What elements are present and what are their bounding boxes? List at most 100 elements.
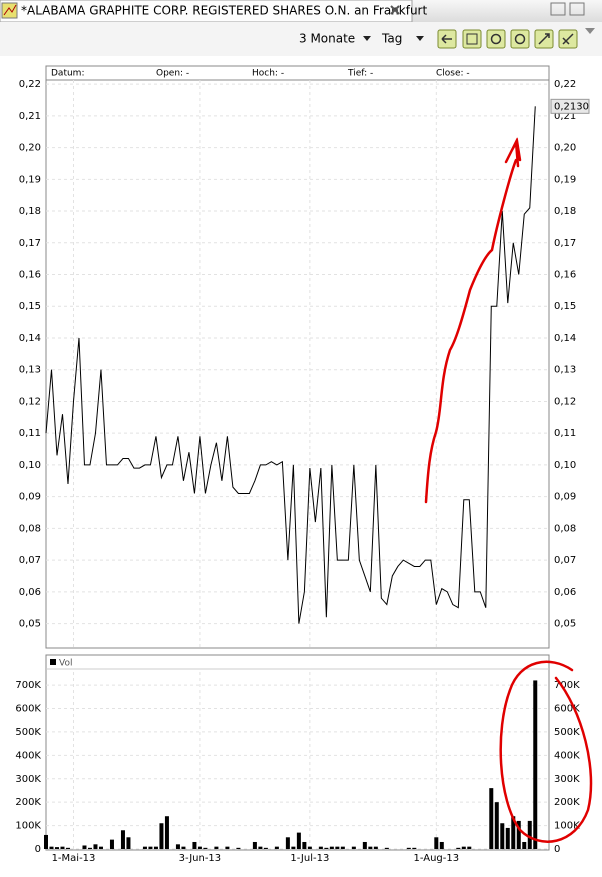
y-tick-label: 0,06 <box>19 587 41 598</box>
price-panel <box>45 65 550 649</box>
info-label: Datum: <box>51 69 84 79</box>
icon <box>514 33 526 45</box>
annotation-arrow <box>424 158 518 504</box>
y-tick-label-right: 0,20 <box>554 143 576 154</box>
icon <box>538 33 550 45</box>
y-tick-label-right: 200K <box>554 797 580 808</box>
plots: 0,05 0,05 0,06 0,06 0,07 0,07 0,08 0,08 0,09 0,09… <box>15 69 590 864</box>
y-tick-label: 0,13 <box>19 365 41 376</box>
x-tick-label: 1-Aug-13 <box>413 853 459 864</box>
reload-button[interactable] <box>510 29 530 49</box>
icon <box>466 33 478 45</box>
volume-bar <box>60 846 65 849</box>
tab-icon-glyph <box>3 4 17 16</box>
volume-bar <box>362 841 367 849</box>
info-label: Open: - <box>156 69 189 79</box>
volume-bar <box>285 837 290 849</box>
dropdown-arrow[interactable] <box>363 36 371 41</box>
volume-bar <box>340 846 345 849</box>
volume-bar <box>351 846 356 849</box>
y-tick-label: 0,08 <box>19 523 41 534</box>
close-tab[interactable] <box>390 5 400 15</box>
volume-bar <box>456 847 461 849</box>
y-tick-label-right: 0 <box>554 844 560 855</box>
icon <box>441 34 452 44</box>
y-tick-label-right: 300K <box>554 774 580 785</box>
volume-bar <box>263 847 268 849</box>
y-tick-label-right: 0,07 <box>554 555 576 566</box>
y-tick-label: 0,16 <box>19 270 41 281</box>
dropdown-arrow[interactable] <box>416 36 424 41</box>
volume-bar <box>527 820 532 849</box>
interval-select[interactable]: Tag <box>381 32 402 46</box>
volume-bar <box>197 846 202 849</box>
last-price-label: 0,2130 <box>554 101 589 112</box>
annotation-arrowhead <box>504 137 522 168</box>
volume-bar <box>296 832 301 849</box>
legend-swatch <box>50 659 56 665</box>
y-tick-label-right: 100K <box>554 821 580 832</box>
volume-bar <box>522 841 527 849</box>
volume-bar <box>153 846 158 849</box>
volume-bar <box>236 847 241 849</box>
volume-bar <box>324 847 329 849</box>
volume-bar <box>192 841 197 849</box>
minimize[interactable] <box>550 2 566 16</box>
y-tick-label: 0,07 <box>19 555 41 566</box>
volume-bar <box>65 847 70 849</box>
volume-bar <box>214 846 219 849</box>
x-tick-label: 1-Mai-13 <box>52 853 96 864</box>
volume-bar <box>335 846 340 849</box>
volume-bar <box>368 846 373 849</box>
volume-bar <box>82 845 87 849</box>
volume-bar <box>434 837 439 849</box>
volume-bar <box>159 823 164 849</box>
view-menu[interactable] <box>585 28 595 34</box>
save-button[interactable] <box>462 29 482 49</box>
y-tick-label-right: 0,15 <box>554 301 576 312</box>
volume-bar <box>533 680 538 849</box>
volume-bar <box>54 847 59 849</box>
volume-bar <box>516 820 521 849</box>
volume-bar <box>329 846 334 849</box>
volume-bar <box>384 847 389 849</box>
volume-bar <box>109 839 114 849</box>
volume-bar <box>225 846 230 849</box>
y-tick-label: 100K <box>15 821 41 832</box>
volume-bar <box>302 841 307 849</box>
y-tick-label: 0,22 <box>19 79 41 90</box>
refresh-button[interactable] <box>486 29 506 49</box>
y-tick-label: 0,18 <box>19 206 41 217</box>
y-tick-label-right: 0,14 <box>554 333 576 344</box>
volume-bar <box>164 816 169 849</box>
y-tick-label: 0,19 <box>19 174 41 185</box>
tab-title: *ALABAMA GRAPHITE CORP. REGISTERED SHARE… <box>21 4 427 18</box>
y-tick-label-right: 400K <box>554 750 580 761</box>
info-label: Hoch: - <box>252 69 284 79</box>
volume-bar <box>87 847 92 849</box>
y-tick-label: 500K <box>15 727 41 738</box>
volume-bar <box>49 846 54 849</box>
info-label: Close: - <box>436 69 470 79</box>
icon <box>562 33 574 45</box>
period-select[interactable]: 3 Monate <box>299 32 355 46</box>
volume-bar <box>175 844 180 849</box>
y-tick-label-right: 0,05 <box>554 619 576 630</box>
y-tick-label-right: 0,06 <box>554 587 576 598</box>
volume-bar <box>252 841 257 849</box>
volume-bar <box>500 823 505 849</box>
y-tick-label-right: 0,19 <box>554 174 576 185</box>
y-tick-label-right: 0,16 <box>554 270 576 281</box>
maximize[interactable] <box>569 2 585 16</box>
y-tick-label: 0,11 <box>19 428 41 439</box>
info-label: Tief: - <box>347 69 373 79</box>
volume-bar <box>489 788 494 849</box>
y-tick-label: 0,14 <box>19 333 41 344</box>
price-line <box>45 106 536 624</box>
y-tick-label-right: 0,17 <box>554 238 576 249</box>
legend-label: Vol <box>59 659 72 669</box>
y-tick-label: 0,09 <box>19 492 41 503</box>
volume-bar <box>126 837 131 849</box>
volume-bar <box>148 846 153 849</box>
volume-bar <box>98 846 103 849</box>
